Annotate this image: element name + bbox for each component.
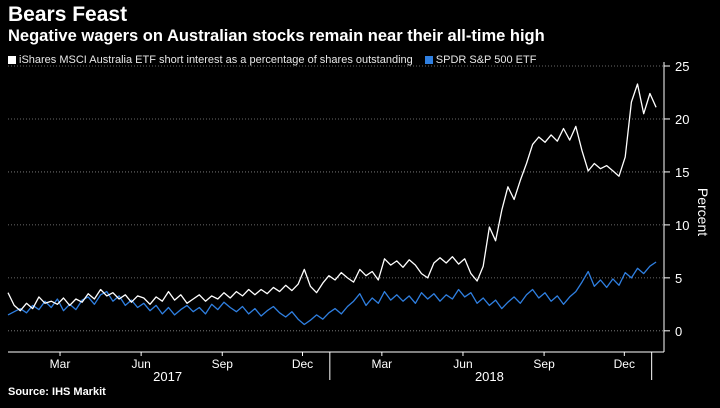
x-tick-label-1: Jun [131,357,150,371]
source-note: Source: IHS Markit [8,386,106,398]
y-tick-label-10: 10 [675,218,689,233]
legend-label-spdr: SPDR S&P 500 ETF [435,54,537,66]
year-label-2017: 2017 [153,369,182,384]
y-axis-label: Percent [695,188,711,236]
x-tick-label-5: Jun [453,357,472,371]
series-lines [7,83,657,326]
y-tick-label-25: 25 [675,59,689,74]
series-line-spdr [7,261,657,326]
x-tick-label-2: Sep [212,357,234,371]
series-line-ishares [7,83,657,312]
legend: iShares MSCI Australia ETF short interes… [8,53,548,67]
chart-title: Bears Feast [8,3,128,26]
x-tick-label-6: Sep [533,357,555,371]
chart-subtitle: Negative wagers on Australian stocks rem… [8,27,545,45]
x-tick-label-7: Dec [614,357,635,371]
gridlines [8,65,664,332]
x-tick-label-3: Dec [292,357,313,371]
y-axis-ticks: 0 5 10 15 20 25 [663,59,689,352]
legend-label-ishares: iShares MSCI Australia ETF short interes… [19,54,413,66]
y-tick-label-5: 5 [675,271,682,286]
legend-entry-ishares: iShares MSCI Australia ETF short interes… [8,53,413,67]
legend-swatch-ishares [8,56,16,64]
y-tick-label-15: 15 [675,165,689,180]
year-label-2018: 2018 [475,369,504,384]
x-axis: Mar Jun Sep Dec Mar Jun Sep Dec 2017 2018 [8,351,664,384]
legend-swatch-spdr [424,56,433,64]
legend-entry-spdr: SPDR S&P 500 ETF [424,53,537,67]
y-tick-label-0: 0 [675,324,682,339]
x-tick-label-4: Mar [372,357,393,371]
y-tick-label-20: 20 [675,112,689,127]
x-tick-label-0: Mar [50,357,71,371]
